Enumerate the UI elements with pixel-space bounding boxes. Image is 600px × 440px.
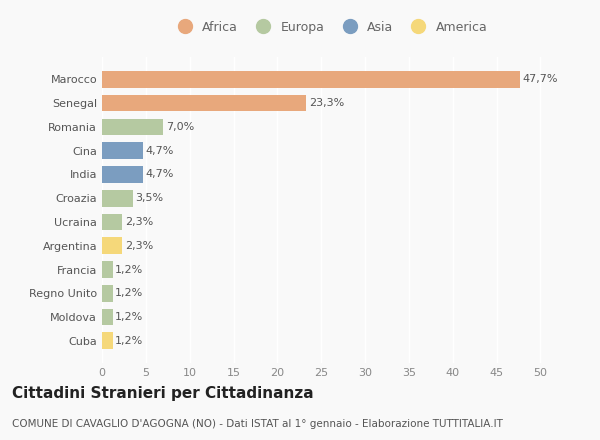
Text: 4,7%: 4,7% <box>146 169 174 180</box>
Bar <box>102 261 113 278</box>
Bar <box>102 119 163 135</box>
Text: 23,3%: 23,3% <box>309 98 344 108</box>
Legend: Africa, Europa, Asia, America: Africa, Europa, Asia, America <box>172 21 488 33</box>
Bar <box>102 166 143 183</box>
Text: Cittadini Stranieri per Cittadinanza: Cittadini Stranieri per Cittadinanza <box>12 386 314 401</box>
Text: 1,2%: 1,2% <box>115 336 143 346</box>
Bar <box>102 333 113 349</box>
Text: 2,3%: 2,3% <box>125 217 153 227</box>
Bar <box>102 214 122 230</box>
Bar <box>102 71 520 88</box>
Bar <box>102 238 122 254</box>
Text: 1,2%: 1,2% <box>115 288 143 298</box>
Text: 3,5%: 3,5% <box>136 193 163 203</box>
Text: 1,2%: 1,2% <box>115 264 143 275</box>
Text: 7,0%: 7,0% <box>166 122 194 132</box>
Text: COMUNE DI CAVAGLIO D'AGOGNA (NO) - Dati ISTAT al 1° gennaio - Elaborazione TUTTI: COMUNE DI CAVAGLIO D'AGOGNA (NO) - Dati … <box>12 419 503 429</box>
Bar <box>102 143 143 159</box>
Bar <box>102 190 133 206</box>
Bar <box>102 285 113 301</box>
Text: 4,7%: 4,7% <box>146 146 174 156</box>
Bar <box>102 95 307 111</box>
Text: 47,7%: 47,7% <box>523 74 559 84</box>
Text: 1,2%: 1,2% <box>115 312 143 322</box>
Text: 2,3%: 2,3% <box>125 241 153 251</box>
Bar <box>102 309 113 325</box>
